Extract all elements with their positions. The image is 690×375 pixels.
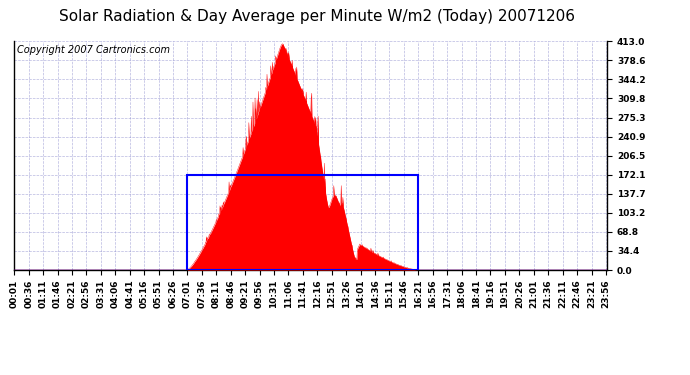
Text: Solar Radiation & Day Average per Minute W/m2 (Today) 20071206: Solar Radiation & Day Average per Minute… (59, 9, 575, 24)
Text: Copyright 2007 Cartronics.com: Copyright 2007 Cartronics.com (17, 45, 170, 55)
Bar (188, 175, 418, 270)
